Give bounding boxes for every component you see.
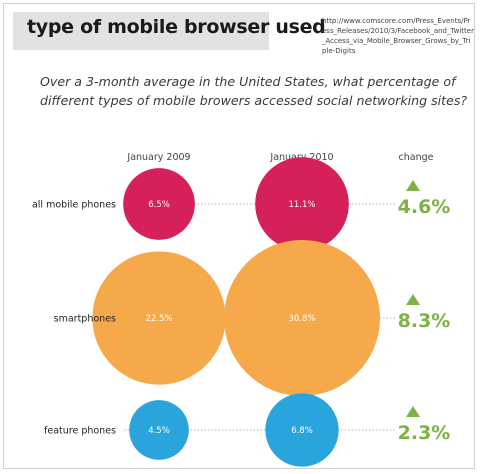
- change-value: 8.3%: [398, 310, 451, 332]
- increase-arrow-icon: [406, 180, 420, 191]
- bubbles: [92, 157, 380, 467]
- infographic-frame: type of mobile browser used: [3, 3, 475, 469]
- column-header-year: January 2009: [126, 152, 190, 163]
- data-label: 4.5%: [148, 426, 170, 436]
- row-label: feature phones: [44, 426, 116, 437]
- title-bar: type of mobile browser used: [13, 12, 326, 50]
- bubble-jan-2009: [123, 168, 195, 240]
- bubble-jan-2010: [224, 240, 380, 396]
- chart-title: type of mobile browser used: [27, 16, 326, 38]
- row-label: all mobile phones: [32, 200, 116, 211]
- chart-subtitle: Over a 3-month average in the United Sta…: [40, 74, 468, 108]
- bubble-jan-2009: [129, 400, 189, 460]
- column-headers: January 2009January 2010change: [126, 152, 433, 163]
- data-label: 22.5%: [145, 314, 172, 324]
- increase-arrow-icon: [406, 294, 420, 305]
- column-header-change: change: [399, 152, 434, 163]
- change-column: 4.6% 8.3% 2.3%: [398, 180, 451, 444]
- bubble-jan-2010: [265, 393, 339, 467]
- increase-arrow-icon: [406, 406, 420, 417]
- data-label: 30.8%: [288, 314, 315, 324]
- data-label: 6.8%: [291, 426, 313, 436]
- row-label: smartphones: [54, 314, 116, 325]
- data-label: 6.5%: [148, 200, 170, 210]
- change-value: 2.3%: [398, 422, 451, 444]
- row-labels: all mobile phones smartphones feature phon…: [32, 200, 116, 437]
- bubble-jan-2010: [255, 157, 349, 251]
- bubble-labels: 6.5% 11.1% 22.5% 30.8% 4.5% 6.8%: [145, 200, 315, 436]
- source-url: http://www.comscore.com/Press_Events/Pre…: [322, 17, 474, 55]
- data-label: 11.1%: [288, 200, 315, 210]
- change-value: 4.6%: [398, 196, 451, 218]
- bubble-jan-2009: [92, 251, 226, 385]
